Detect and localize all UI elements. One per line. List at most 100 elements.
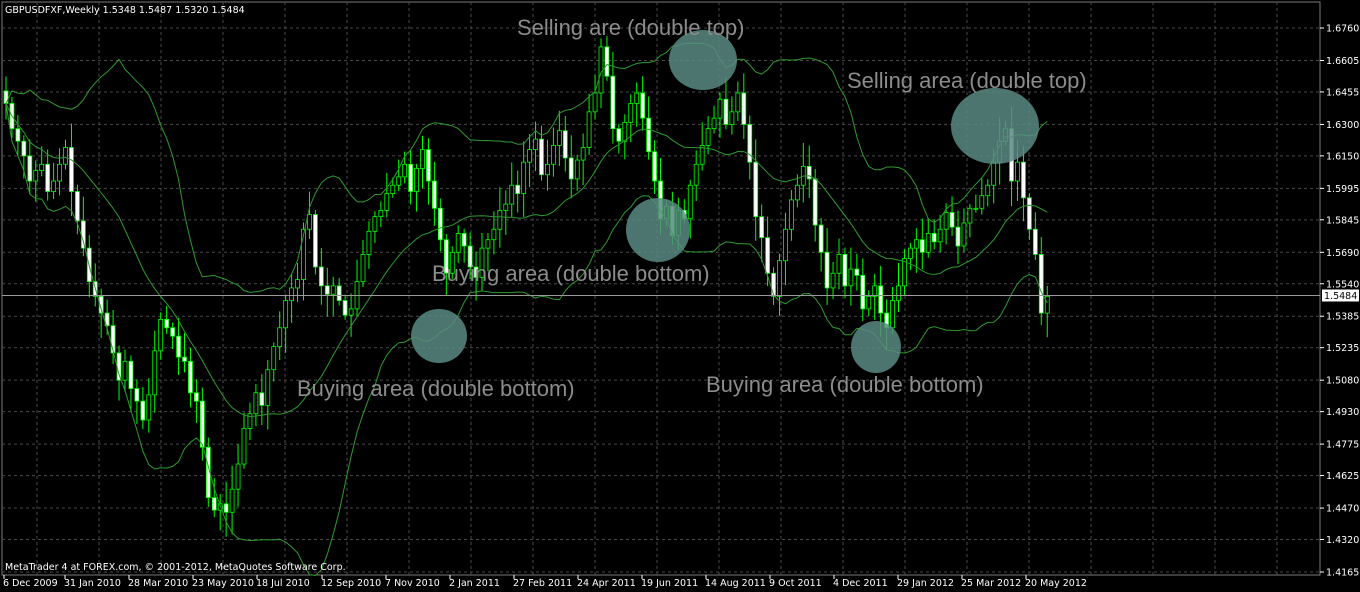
candle-body bbox=[646, 117, 651, 153]
candle-body bbox=[265, 369, 271, 406]
highlights bbox=[411, 30, 1039, 373]
candle-body bbox=[33, 170, 39, 182]
candle-body bbox=[735, 92, 741, 113]
candle-body bbox=[217, 503, 223, 511]
candle-body bbox=[783, 228, 788, 262]
candle-body bbox=[717, 98, 723, 119]
symbol-header: GBPUSDFXF,Weekly 1.5348 1.5487 1.5320 1.… bbox=[5, 5, 245, 16]
candle-body bbox=[80, 220, 86, 249]
candle-body bbox=[789, 199, 794, 230]
candle-body bbox=[378, 209, 384, 218]
candle-body bbox=[777, 260, 782, 297]
candle-body bbox=[437, 207, 443, 241]
x-tick-label: 6 Dec 2009 bbox=[3, 578, 58, 589]
annotation-label: Selling are (double top) bbox=[517, 15, 744, 40]
candle-body bbox=[301, 228, 306, 280]
candle-body bbox=[170, 327, 176, 337]
copyright-footer: MetaTrader 4 at FOREX.com, © 2001-2012, … bbox=[5, 562, 346, 573]
candle-body bbox=[604, 46, 610, 77]
candle-body bbox=[295, 279, 300, 289]
candle-body bbox=[1021, 161, 1026, 199]
candle-body bbox=[110, 325, 116, 354]
candle-body bbox=[27, 155, 33, 182]
candle-body bbox=[318, 266, 324, 287]
y-tick-label: 1.5995 bbox=[1326, 184, 1359, 195]
y-tick-label: 1.6300 bbox=[1326, 120, 1359, 131]
candle-body bbox=[515, 184, 521, 195]
candle-body bbox=[51, 180, 56, 192]
candle-body bbox=[158, 318, 164, 352]
x-tick-label: 9 Oct 2011 bbox=[769, 578, 822, 589]
candle-body bbox=[98, 295, 104, 314]
candle-body bbox=[919, 239, 925, 253]
candle-body bbox=[182, 356, 187, 362]
highlight-circle bbox=[626, 198, 690, 262]
candle-body bbox=[949, 212, 955, 228]
candle-body bbox=[396, 176, 402, 186]
candle-body bbox=[842, 254, 848, 287]
candle-body bbox=[372, 216, 378, 232]
candle-body bbox=[366, 230, 372, 255]
candle-body bbox=[991, 161, 997, 186]
candle-body bbox=[69, 147, 74, 192]
candle-body bbox=[414, 168, 419, 192]
candle-body bbox=[289, 287, 295, 301]
candle-body bbox=[188, 360, 193, 394]
candle-body bbox=[568, 157, 574, 180]
y-tick-label: 1.5385 bbox=[1326, 312, 1359, 323]
candle-body bbox=[473, 266, 479, 278]
candle-body bbox=[164, 318, 170, 329]
y-tick-label: 1.6605 bbox=[1326, 56, 1359, 67]
annotation-label: Buying area (double bottom) bbox=[297, 376, 575, 401]
candle-body bbox=[771, 272, 776, 297]
candle-body bbox=[753, 161, 759, 218]
candle-body bbox=[1044, 295, 1050, 314]
candle-body bbox=[45, 163, 51, 192]
candle-body bbox=[711, 117, 717, 130]
highlight-circle bbox=[669, 30, 737, 90]
candle-body bbox=[985, 184, 991, 197]
y-tick-label: 1.4930 bbox=[1326, 407, 1359, 418]
candle-body bbox=[634, 92, 640, 104]
x-tick-label: 25 Mar 2012 bbox=[961, 578, 1021, 589]
candle-body bbox=[913, 239, 919, 249]
x-tick-label: 23 May 2010 bbox=[192, 578, 254, 589]
candle-body bbox=[342, 300, 348, 316]
candle-body bbox=[384, 193, 390, 211]
candle-body bbox=[1032, 228, 1038, 255]
annotations: Selling are (double top) Selling area (do… bbox=[297, 15, 1087, 401]
candle-body bbox=[283, 300, 289, 329]
candle-body bbox=[479, 247, 485, 278]
candle-body bbox=[574, 159, 580, 180]
candle-body bbox=[420, 149, 425, 169]
candle-body bbox=[931, 233, 937, 243]
candle-body bbox=[955, 226, 961, 247]
candle-body bbox=[211, 497, 217, 511]
candle-body bbox=[866, 295, 872, 310]
x-tick-label: 19 Jun 2011 bbox=[641, 578, 698, 589]
highlight-circle bbox=[411, 309, 467, 363]
x-tick-label: 24 Apr 2011 bbox=[577, 578, 636, 589]
candle-body bbox=[348, 308, 354, 316]
candle-body bbox=[628, 103, 634, 123]
candle-body bbox=[312, 214, 318, 268]
candle-body bbox=[937, 228, 943, 243]
candle-body bbox=[199, 400, 205, 448]
candle-body bbox=[562, 130, 568, 159]
candle-body bbox=[545, 163, 550, 176]
candle-body bbox=[402, 163, 408, 178]
candle-body bbox=[890, 300, 895, 329]
x-axis: 6 Dec 2009 31 Jan 2010 28 Mar 2010 23 May 2… bbox=[3, 575, 1087, 589]
y-tick-label: 1.6150 bbox=[1326, 151, 1359, 162]
candle-body bbox=[307, 214, 312, 230]
candle-body bbox=[533, 138, 538, 150]
candle-body bbox=[836, 254, 842, 274]
candle-body bbox=[765, 237, 770, 274]
candle-body bbox=[979, 195, 985, 209]
candle-body bbox=[693, 163, 699, 186]
candle-body bbox=[152, 350, 158, 396]
candle-body bbox=[128, 360, 134, 389]
candle-body bbox=[943, 212, 949, 230]
